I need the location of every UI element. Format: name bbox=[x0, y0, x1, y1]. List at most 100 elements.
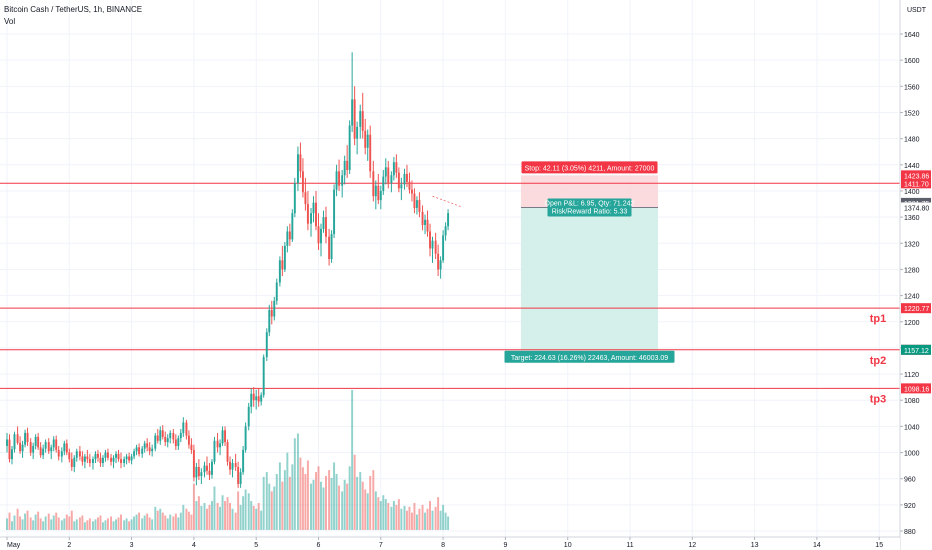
price-tick-label: 880 bbox=[904, 529, 916, 536]
candle-body bbox=[203, 465, 206, 473]
candle-body bbox=[39, 447, 42, 456]
volume-bar bbox=[50, 519, 53, 530]
candle-body bbox=[288, 231, 291, 240]
time-tick-label: 6 bbox=[317, 542, 321, 549]
volume-bar bbox=[405, 510, 408, 530]
volume-bar bbox=[262, 476, 265, 530]
candle-body bbox=[275, 282, 278, 301]
target-label: Target: 224.63 (16.26%) 22463, Amount: 4… bbox=[511, 355, 668, 362]
candle-body bbox=[429, 231, 431, 249]
candle-body bbox=[397, 172, 400, 189]
volume-bar bbox=[130, 519, 133, 530]
stop-label-box bbox=[521, 161, 658, 174]
price-levels[interactable]: tp1 tp2 tp3 bbox=[0, 182, 900, 405]
level-price-tag-box[interactable] bbox=[901, 178, 931, 189]
axis-price-tag-box[interactable] bbox=[901, 344, 931, 355]
volume-bar bbox=[429, 501, 431, 530]
candle-body bbox=[146, 443, 149, 448]
volume-bar bbox=[372, 470, 375, 530]
volume-bar bbox=[421, 504, 424, 530]
price-tick-label: 1280 bbox=[904, 267, 920, 274]
candle-body bbox=[312, 202, 315, 214]
price-tick-label: 1120 bbox=[904, 372, 919, 379]
volume-bar bbox=[11, 521, 13, 530]
volume-bar bbox=[286, 452, 289, 530]
candle-body bbox=[166, 438, 169, 443]
volume-bar bbox=[106, 518, 109, 530]
level-tag-tp2: tp2 bbox=[870, 355, 887, 367]
volume-bar bbox=[325, 475, 327, 530]
candle-body bbox=[291, 213, 294, 240]
price-tick-label: 1600 bbox=[904, 58, 920, 65]
candle-body bbox=[408, 181, 411, 190]
candle-body bbox=[123, 459, 126, 464]
volume-bar bbox=[283, 470, 286, 530]
candle-body bbox=[250, 393, 253, 407]
volume-bar bbox=[392, 501, 395, 530]
volume-bar bbox=[348, 466, 351, 530]
volume-bar bbox=[192, 483, 195, 530]
level-price-tag-box[interactable] bbox=[901, 303, 931, 314]
volume-bar bbox=[447, 516, 450, 530]
candle-body bbox=[374, 185, 377, 197]
candle-body bbox=[392, 162, 395, 176]
volume-bar bbox=[369, 475, 372, 530]
volume-bar bbox=[315, 472, 317, 530]
volume-bar bbox=[210, 501, 213, 530]
volume-bar bbox=[322, 487, 325, 530]
candle-body bbox=[361, 111, 364, 131]
candle-body bbox=[208, 470, 211, 475]
candle-body bbox=[206, 465, 208, 471]
target-zone[interactable] bbox=[520, 207, 659, 350]
candle-body bbox=[226, 442, 229, 462]
candle-body bbox=[117, 453, 120, 460]
axis-price-tag-box[interactable] bbox=[901, 202, 931, 213]
volume-bar bbox=[343, 479, 346, 530]
volume-bar bbox=[333, 462, 336, 530]
volume-bar bbox=[112, 521, 115, 530]
entry-link-dashed bbox=[432, 195, 462, 207]
candle-body bbox=[260, 395, 263, 402]
volume-bar bbox=[320, 481, 322, 530]
currency-label: USDT bbox=[907, 7, 927, 14]
candle-body bbox=[330, 234, 333, 259]
candle-body bbox=[239, 472, 242, 484]
volume-bar bbox=[374, 491, 377, 530]
candle-body bbox=[6, 439, 8, 447]
candle-body bbox=[421, 211, 424, 225]
short-position-tool[interactable]: Stop: 42.11 (3.05%) 4211, Amount: 27000 O… bbox=[432, 161, 675, 363]
candle-body bbox=[86, 456, 89, 460]
candle-body bbox=[78, 451, 81, 457]
candle-body bbox=[24, 432, 27, 445]
volume-bar bbox=[78, 517, 81, 530]
level-price-tag-box[interactable] bbox=[901, 383, 931, 394]
volume-bar bbox=[244, 489, 247, 530]
candle-body bbox=[335, 171, 338, 190]
candle-body bbox=[185, 422, 188, 436]
axis-price-tag-box[interactable] bbox=[901, 170, 931, 181]
volume-bar bbox=[361, 481, 364, 530]
volume-bar bbox=[304, 474, 307, 530]
volume-bar bbox=[338, 485, 341, 530]
volume-bar bbox=[216, 502, 219, 530]
candle-body bbox=[94, 453, 97, 460]
candle-body bbox=[341, 175, 344, 186]
candle-body bbox=[169, 432, 172, 439]
candle-body bbox=[81, 456, 84, 462]
candle-body bbox=[148, 447, 151, 452]
volume-bar bbox=[356, 476, 359, 530]
candle-body bbox=[325, 217, 327, 237]
volume-bar bbox=[281, 481, 284, 530]
level-tag-tp1: tp1 bbox=[870, 313, 887, 325]
candle-body bbox=[231, 463, 234, 470]
candle-body bbox=[8, 439, 11, 460]
volume-bar bbox=[81, 515, 84, 530]
candle-body bbox=[415, 200, 418, 208]
candle-body bbox=[447, 213, 450, 227]
candle-body bbox=[26, 432, 29, 443]
volume-bar bbox=[293, 438, 296, 530]
candle-body bbox=[172, 432, 175, 440]
volume-bar bbox=[135, 514, 138, 530]
